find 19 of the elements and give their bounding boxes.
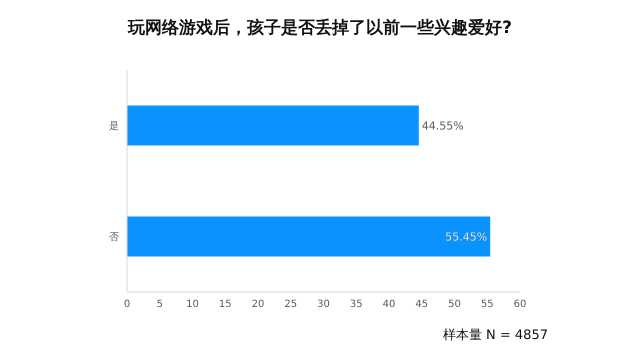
y-tick-label: 否 xyxy=(109,232,119,244)
x-tick-label: 35 xyxy=(350,299,363,310)
x-tick-label: 30 xyxy=(317,299,330,310)
x-tick-label: 15 xyxy=(218,299,232,310)
data-label: 44.55% xyxy=(422,120,464,133)
x-tick-label: 10 xyxy=(186,299,199,310)
x-tick-label: 40 xyxy=(382,299,396,310)
chart-title: 玩网络游戏后，孩子是否丢掉了以前一些兴趣爱好? xyxy=(126,17,513,39)
data-label: 55.45% xyxy=(445,230,488,244)
x-tick-label: 0 xyxy=(124,299,130,310)
text: 样本量 N = 4857 xyxy=(442,327,548,344)
x-tick-label: 45 xyxy=(415,299,428,310)
x-tick-label: 55 xyxy=(480,299,494,310)
y-tick-label: 是 xyxy=(109,121,119,132)
x-tick-label: 25 xyxy=(284,299,298,310)
x-tick-label: 50 xyxy=(448,299,461,310)
x-tick-label: 60 xyxy=(514,299,526,310)
x-tick-label: 5 xyxy=(156,299,163,310)
x-tick-label: 20 xyxy=(252,299,264,310)
